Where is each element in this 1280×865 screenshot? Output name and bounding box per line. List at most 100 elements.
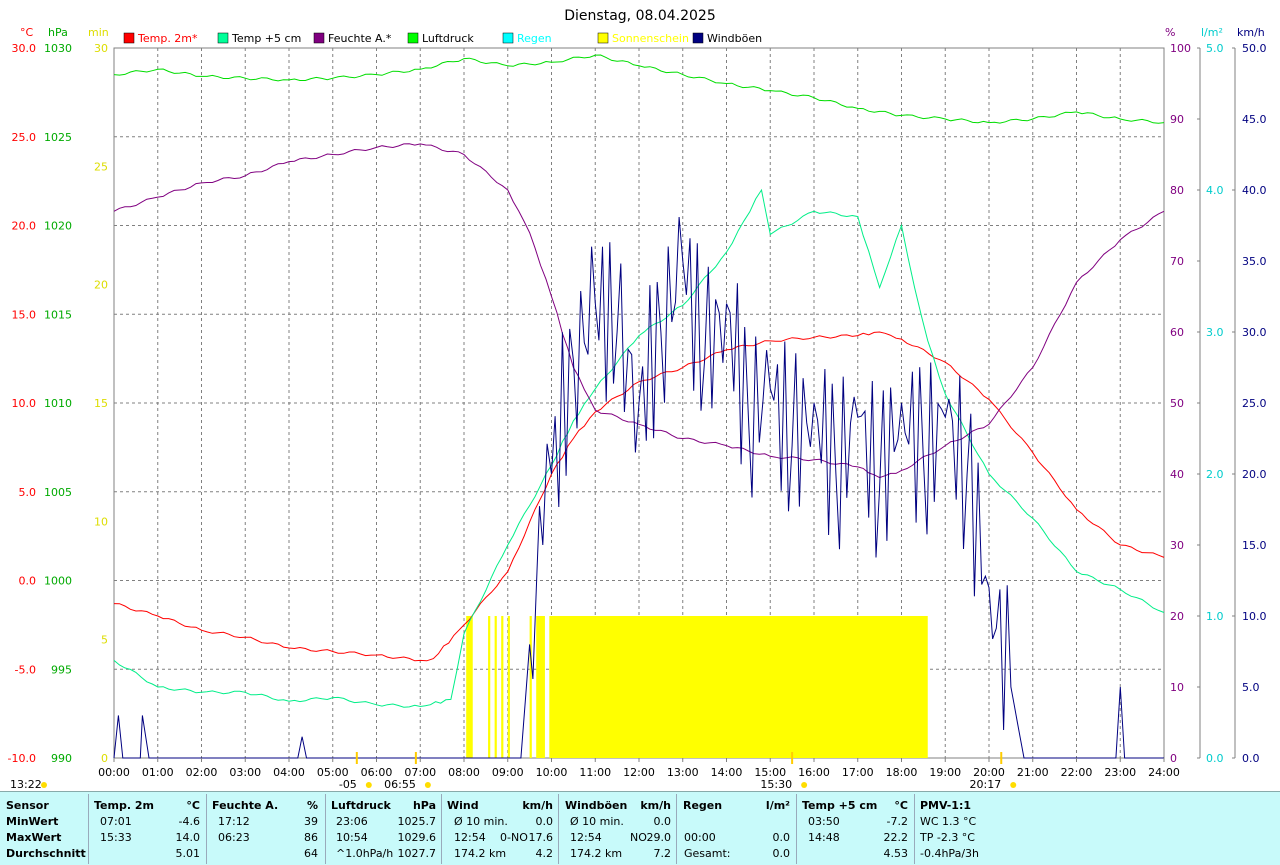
- axes: 30.025.020.015.010.05.00.0-5.0-10.010301…: [8, 42, 1267, 765]
- stats-header-unit: °C: [894, 799, 908, 812]
- stats-temp-time: 15:33: [100, 831, 132, 844]
- temp-axis-tick: 30.0: [12, 42, 37, 55]
- stats-rain-time: Gesamt:: [684, 847, 731, 860]
- legend-label: Feuchte A.*: [328, 32, 392, 45]
- series-temp-5-cm: [113, 188, 1165, 708]
- temp-axis-tick: 5.0: [19, 486, 37, 499]
- stats-header-label: Luftdruck: [331, 799, 391, 812]
- sunshine-axis-tick: 20: [94, 279, 108, 292]
- humidity-axis-tick: 20: [1170, 610, 1184, 623]
- stats-header-unit: km/h: [640, 799, 671, 812]
- x-tick-label: 17:00: [842, 766, 874, 779]
- x-tick-label: 08:00: [448, 766, 480, 779]
- stats-gust-value: 29.0: [646, 831, 672, 844]
- column-separator: [558, 794, 559, 864]
- humidity-axis-tick: 40: [1170, 468, 1184, 481]
- pressure-axis-tick: 1000: [44, 575, 72, 588]
- legend-label: Regen: [517, 32, 552, 45]
- legend-label: Temp. 2m*: [137, 32, 198, 45]
- stats-header-label: Feuchte A.: [212, 799, 279, 812]
- sun-markers: 13:22 06:55 -05 15:30 20:17: [10, 752, 1017, 791]
- sunshine-axis-tick: 0: [101, 752, 108, 765]
- series-temp-2m-: [113, 331, 1165, 662]
- temp-axis-tick: -5.0: [15, 663, 36, 676]
- x-tick-label: 23:00: [1104, 766, 1136, 779]
- axis-unit-labels: °C hPa min% l/m² km/h: [20, 26, 1265, 39]
- unit-pressure: hPa: [48, 26, 68, 39]
- sun-icon: [424, 782, 431, 788]
- column-separator: [914, 794, 915, 864]
- stats-wind-time: Ø 10 min.: [454, 815, 508, 828]
- stats-press-time: ^1.0hPa/h: [336, 847, 394, 860]
- x-tick-label: 21:00: [1017, 766, 1049, 779]
- sun-icon: [41, 782, 47, 788]
- legend-swatch: [692, 32, 704, 44]
- column-separator: [676, 794, 677, 864]
- stats-press-time: 10:54: [336, 831, 368, 844]
- pressure-axis-tick: 1015: [44, 308, 72, 321]
- x-tick-label: 06:00: [361, 766, 393, 779]
- stats-t5-value: 22.2: [883, 831, 909, 844]
- stats-press-time: 23:06: [336, 815, 368, 828]
- column-separator: [206, 794, 207, 864]
- column-separator: [796, 794, 797, 864]
- stats-press-value: 1025.7: [397, 815, 437, 828]
- stats-pmv-value: -0.4hPa/3h: [920, 847, 979, 860]
- wind-axis-tick: 25.0: [1242, 397, 1267, 410]
- stats-hum-time: 17:12: [218, 815, 250, 828]
- stats-temp-value: -4.6: [178, 815, 200, 828]
- legend-swatch: [313, 32, 325, 44]
- sun-icon: [1010, 782, 1017, 788]
- stats-t5-time: 14:48: [808, 831, 840, 844]
- wind-axis-tick: 5.0: [1242, 681, 1260, 694]
- temp-axis-tick: 15.0: [12, 308, 37, 321]
- stats-pmv-value: TP -2.3 °C: [920, 831, 975, 844]
- x-tick-label: 22:00: [1061, 766, 1093, 779]
- stats-t5-value: -7.2: [886, 815, 908, 828]
- stats-gust-value: 7.2: [653, 847, 672, 860]
- stats-gust-dir: NO: [630, 831, 647, 844]
- series-lines: [113, 54, 1165, 759]
- x-tick-label: 18:00: [886, 766, 918, 779]
- humidity-axis-tick: 90: [1170, 113, 1184, 126]
- sun-marker-time: 15:30: [760, 778, 792, 791]
- legend-swatch: [123, 32, 135, 44]
- stats-row-label: Durchschnitt: [6, 847, 86, 860]
- stats-press-value: 1029.6: [397, 831, 437, 844]
- humidity-axis-tick: 80: [1170, 184, 1184, 197]
- wind-axis-tick: 15.0: [1242, 539, 1267, 552]
- x-tick-label: 16:00: [798, 766, 830, 779]
- wind-axis-tick: 30.0: [1242, 326, 1267, 339]
- rain-axis-tick: 1.0: [1206, 610, 1224, 623]
- stats-header-label: Wind: [447, 799, 479, 812]
- sun-marker-time: 20:17: [970, 778, 1002, 791]
- sunshine-bar: [501, 616, 504, 758]
- column-separator: [441, 794, 442, 864]
- sunshine-bar: [488, 616, 491, 758]
- stats-temp-time: 07:01: [100, 815, 132, 828]
- unit-humidity: %: [1165, 26, 1175, 39]
- sun-marker-time: -05: [339, 778, 357, 791]
- stats-t5-time: 03:50: [808, 815, 840, 828]
- sun-marker-time: 06:55: [384, 778, 416, 791]
- stats-press-value: 1027.7: [397, 847, 437, 860]
- pressure-axis-tick: 1030: [44, 42, 72, 55]
- x-tick-label: 10:00: [536, 766, 568, 779]
- legend-swatch: [217, 32, 229, 44]
- sunshine-axis-tick: 5: [101, 634, 108, 647]
- stats-header-unit: %: [306, 799, 318, 812]
- x-tick-label: 02:00: [186, 766, 218, 779]
- stats-wind-value: 17.6: [528, 831, 554, 844]
- stats-row-label: MinWert: [6, 815, 59, 828]
- x-tick-label: 07:00: [404, 766, 436, 779]
- humidity-axis-tick: 10: [1170, 681, 1184, 694]
- humidity-axis-tick: 60: [1170, 326, 1184, 339]
- temp-axis-tick: 10.0: [12, 397, 37, 410]
- sunshine-bar: [529, 616, 532, 758]
- stats-wind-dir: 0-NO: [500, 831, 528, 844]
- humidity-axis-tick: 70: [1170, 255, 1184, 268]
- stats-row-label: MaxWert: [6, 831, 62, 844]
- stats-gust-time: Ø 10 min.: [570, 815, 624, 828]
- sun-marker-time: 13:22: [10, 778, 42, 791]
- sunshine-axis-tick: 25: [94, 160, 108, 173]
